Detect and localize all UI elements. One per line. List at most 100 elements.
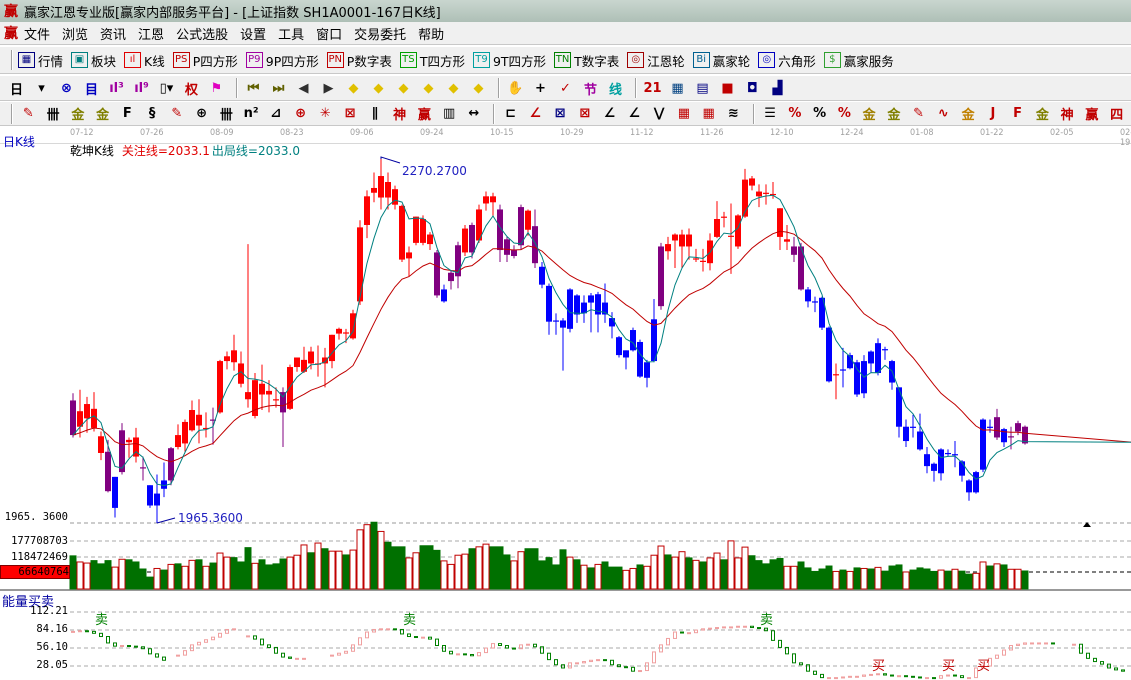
grid2-icon[interactable]: 卌 xyxy=(219,108,233,123)
shen-angle-icon[interactable]: 神 xyxy=(1060,108,1074,123)
parallel-icon[interactable]: ∥ xyxy=(371,106,379,121)
gold-grid-icon[interactable]: 金 xyxy=(71,108,85,123)
pen-icon[interactable]: ✎ xyxy=(22,106,34,121)
grid-icon[interactable]: 卌 xyxy=(46,108,60,123)
gold-circle-icon[interactable]: 金 xyxy=(862,108,876,123)
angle2-icon[interactable]: ∠ xyxy=(628,106,641,121)
move-right-icon[interactable]: ◆ xyxy=(373,80,384,96)
period-selector[interactable]: 日 xyxy=(9,82,23,98)
n2-icon[interactable]: n² xyxy=(243,106,259,121)
pane-divider[interactable] xyxy=(0,589,1131,591)
gold-line-icon[interactable]: 金 xyxy=(887,108,901,123)
next-icon[interactable]: ▶ xyxy=(323,80,334,96)
percent-bar-icon[interactable]: % xyxy=(837,106,851,121)
grid3-icon[interactable]: ▦ xyxy=(677,106,691,121)
period-dropdown-icon[interactable]: ▾ xyxy=(38,80,45,96)
menu-item[interactable]: 帮助 xyxy=(418,27,445,43)
ying-icon[interactable]: 赢 xyxy=(417,108,431,123)
triangle-icon[interactable]: ⊿ xyxy=(270,106,282,121)
box2-icon[interactable]: ⊏ xyxy=(505,106,517,121)
report-icon[interactable]: ▤ xyxy=(696,80,709,96)
save-icon[interactable]: ■ xyxy=(721,80,734,96)
fan-icon[interactable]: ∠ xyxy=(529,106,542,121)
chart3-icon[interactable]: ıl³ xyxy=(109,80,124,96)
menu-item[interactable]: 文件 xyxy=(24,27,51,43)
ruler-icon[interactable]: ▥ xyxy=(442,106,456,121)
spiral-icon[interactable]: § xyxy=(148,106,156,121)
f-grid-icon[interactable]: F xyxy=(122,106,132,121)
toolbar-button-pn[interactable]: PN P数字表 xyxy=(326,51,392,70)
hand-icon[interactable]: ✋ xyxy=(507,80,524,96)
ying-angle-icon[interactable]: 赢 xyxy=(1085,108,1099,123)
first-bar-icon[interactable]: ⏮ xyxy=(247,80,260,96)
toolbar-button-kline[interactable]: ıl K线 xyxy=(124,51,165,70)
toolbar-button-winner-wheel[interactable]: Bi 赢家轮 xyxy=(692,51,750,70)
toolbar-button-dollar[interactable]: $ 赢家服务 xyxy=(823,51,894,70)
toolbar-button-gann-wheel[interactable]: ◎ 江恩轮 xyxy=(627,51,685,70)
toolbar-button-quote-table[interactable]: ▦ 行情 xyxy=(18,51,63,70)
toolbar-button-t9[interactable]: T9 9T四方形 xyxy=(472,51,546,70)
menu-item[interactable]: 资讯 xyxy=(100,27,127,43)
chart9-icon[interactable]: ıl⁹ xyxy=(134,80,149,96)
j-angle-icon[interactable]: J xyxy=(990,106,996,121)
menu-item[interactable]: 公式选股 xyxy=(176,27,229,43)
toolbar-button-tn[interactable]: TN T数字表 xyxy=(554,51,619,70)
box-icon[interactable]: ⊠ xyxy=(344,106,356,121)
crosshair-icon[interactable]: + xyxy=(535,80,546,96)
toolbar-button-p9[interactable]: P9 9P四方形 xyxy=(245,51,319,70)
jie-icon[interactable]: 节 xyxy=(583,82,597,98)
span-icon[interactable]: ↔ xyxy=(468,106,480,121)
menu-item[interactable]: 江恩 xyxy=(138,27,165,43)
menu-item[interactable]: 交易委托 xyxy=(354,27,407,43)
link-icon[interactable]: ⊗ xyxy=(61,80,72,96)
angle-icon[interactable]: ∠ xyxy=(603,106,616,121)
si-angle-icon[interactable]: 四 xyxy=(1110,108,1124,123)
toolbar-button-hexagon[interactable]: ◎ 六角形 xyxy=(758,51,816,70)
wave-icon[interactable]: ∿ xyxy=(937,106,949,121)
square-fan-icon[interactable]: ⊠ xyxy=(554,106,566,121)
toolbar-button-ts[interactable]: TS T四方形 xyxy=(399,51,465,70)
menu-item[interactable]: 窗口 xyxy=(316,27,343,43)
gold-grid2-icon[interactable]: 金 xyxy=(96,108,110,123)
list-icon[interactable]: ☰ xyxy=(764,106,776,121)
circle-icon[interactable]: ⊕ xyxy=(196,106,208,121)
menu-item[interactable]: 设置 xyxy=(240,27,267,43)
weight-icon[interactable]: 权 xyxy=(184,82,198,98)
toolbar-button-ps[interactable]: PS P四方形 xyxy=(172,51,238,70)
square-fan2-icon[interactable]: ⊠ xyxy=(579,106,591,121)
last-bar-icon[interactable]: ⏭ xyxy=(272,80,285,96)
shen-icon[interactable]: 神 xyxy=(393,108,407,123)
percent-line-icon[interactable]: % xyxy=(788,106,802,121)
line-icon[interactable]: 线 xyxy=(608,82,622,98)
expand-icon[interactable]: ◆ xyxy=(398,80,409,96)
percent-icon[interactable]: % xyxy=(813,106,827,121)
trend-icon[interactable]: ✓ xyxy=(560,80,571,96)
network-icon[interactable]: ◘ xyxy=(747,80,758,96)
gold-bar-icon[interactable]: 金 xyxy=(961,108,975,123)
radar-icon[interactable]: ✳ xyxy=(319,106,331,121)
menu-logo[interactable]: 赢 xyxy=(4,26,18,42)
pen3-icon[interactable]: ✎ xyxy=(913,106,925,121)
pen2-icon[interactable]: ✎ xyxy=(171,106,183,121)
toolbar-button-sector[interactable]: ▣ 板块 xyxy=(71,51,116,70)
flag-icon[interactable]: ⚑ xyxy=(210,80,223,96)
lines-icon[interactable]: ≋ xyxy=(727,106,739,121)
zigzag-icon[interactable]: ⋁ xyxy=(653,106,665,121)
prev-icon[interactable]: ◀ xyxy=(298,80,309,96)
notes-icon[interactable]: 目 xyxy=(84,82,98,98)
f-angle-icon[interactable]: F xyxy=(1013,106,1023,121)
menu-item[interactable]: 工具 xyxy=(278,27,305,43)
zoom-out-icon[interactable]: ◆ xyxy=(473,80,484,96)
gold-angle-icon[interactable]: 金 xyxy=(1035,108,1049,123)
candle-type-icon[interactable]: ▯▾ xyxy=(159,80,174,96)
grid4-icon[interactable]: ▦ xyxy=(702,106,715,121)
calendar-icon[interactable]: 21 xyxy=(643,80,662,96)
print-icon[interactable]: ▟ xyxy=(772,80,783,96)
zoom-in-icon[interactable]: ◆ xyxy=(448,80,459,96)
calculator-icon[interactable]: ▦ xyxy=(671,80,684,96)
move-left-icon[interactable]: ◆ xyxy=(348,80,359,96)
shrink-icon[interactable]: ◆ xyxy=(423,80,434,96)
target-icon[interactable]: ⊕ xyxy=(295,106,307,121)
menu-item[interactable]: 浏览 xyxy=(62,27,89,43)
